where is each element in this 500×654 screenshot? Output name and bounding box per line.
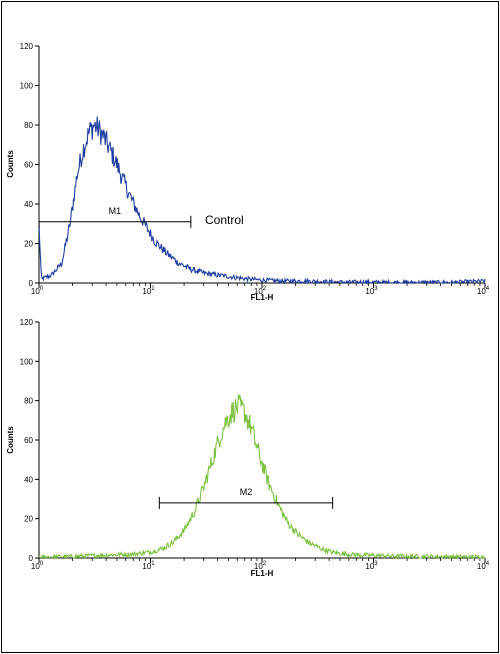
y-tick-label: 0 <box>29 279 34 288</box>
marker-label: M2 <box>240 487 253 497</box>
y-axis-label: Counts <box>6 150 15 178</box>
y-tick-label: 20 <box>24 240 33 249</box>
histogram-trace <box>38 394 485 561</box>
y-tick-label: 0 <box>29 554 34 563</box>
y-axis-label: Counts <box>6 426 15 454</box>
y-tick-label: 80 <box>24 121 33 130</box>
y-tick-label: 100 <box>20 82 34 91</box>
x-tick-label: 104 <box>477 286 490 296</box>
y-tick-label: 60 <box>24 161 33 170</box>
plot-area: 0 20 40 60 80 100 120 100 101 102 103 104 M2 <box>20 318 490 571</box>
y-tick-label: 40 <box>24 200 33 209</box>
y-tick-label: 120 <box>20 42 34 51</box>
x-tick-label: 103 <box>365 561 378 571</box>
x-tick-label: 100 <box>31 561 44 571</box>
y-tick-label: 120 <box>20 318 34 327</box>
panel-sample: Counts FL1-H 0 20 40 60 80 100 120 100 101 102 103… <box>6 318 490 578</box>
y-tick-label: 40 <box>24 475 33 484</box>
x-tick-label: 101 <box>142 561 155 571</box>
y-tick-label: 100 <box>20 357 34 366</box>
panel-control: Counts FL1-H Control 0 20 40 60 80 100 120 100 1… <box>6 42 490 302</box>
x-tick-label: 100 <box>31 286 44 296</box>
x-tick-label: 103 <box>365 286 378 296</box>
y-tick-label: 20 <box>24 515 33 524</box>
x-axis-label: FL1-H <box>251 569 274 578</box>
marker-label: M1 <box>109 206 122 216</box>
x-tick-label: 104 <box>477 561 490 571</box>
x-tick-label: 102 <box>254 286 267 296</box>
control-annotation: Control <box>205 213 244 227</box>
x-tick-label: 102 <box>254 561 267 571</box>
y-tick-label: 80 <box>24 397 33 406</box>
x-axis-label: FL1-H <box>251 293 274 302</box>
y-tick-label: 60 <box>24 436 33 445</box>
x-tick-label: 101 <box>142 286 155 296</box>
histogram-trace <box>38 116 486 285</box>
plot-area: 0 20 40 60 80 100 120 100 101 102 103 104 M1 <box>20 42 490 296</box>
